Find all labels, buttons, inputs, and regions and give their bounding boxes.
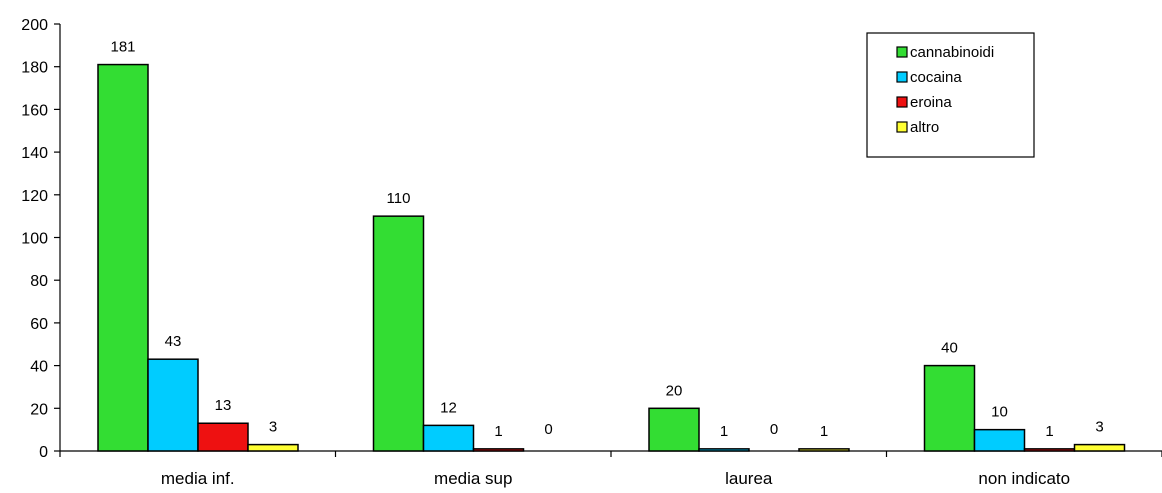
y-tick-label: 20	[30, 401, 48, 418]
bar-eroina	[1025, 449, 1075, 451]
category-label: media inf.	[161, 469, 235, 488]
data-label: 1	[820, 423, 828, 440]
y-tick-label: 80	[30, 273, 48, 290]
y-tick-label: 40	[30, 359, 48, 376]
bar-eroina	[198, 423, 248, 451]
category-label: media sup	[434, 469, 512, 488]
y-tick-label: 180	[21, 60, 48, 77]
y-tick-label: 160	[21, 102, 48, 119]
data-label: 110	[387, 190, 411, 207]
data-label: 43	[165, 333, 182, 350]
data-label: 1	[720, 423, 728, 440]
data-label: 1	[1045, 423, 1053, 440]
bar-cocaina	[975, 430, 1025, 451]
y-tick-label: 140	[21, 145, 48, 162]
data-label: 3	[269, 419, 277, 436]
data-label: 3	[1095, 419, 1103, 436]
y-tick-label: 200	[21, 17, 48, 34]
legend-label: altro	[910, 119, 939, 136]
data-label: 10	[991, 404, 1008, 421]
y-tick-label: 120	[21, 188, 48, 205]
bar-cocaina	[148, 359, 198, 451]
bar-altro	[1075, 445, 1125, 451]
category-label: non indicato	[978, 469, 1070, 488]
data-label: 1	[494, 423, 502, 440]
data-label: 12	[440, 399, 457, 416]
legend: cannabinoidi cocaina eroina altro	[867, 33, 1034, 157]
y-tick-label: 100	[21, 231, 48, 248]
category-label: laurea	[725, 469, 773, 488]
bar-cannabinoidi	[98, 65, 148, 451]
bar-cannabinoidi	[649, 408, 699, 451]
bar-altro	[248, 445, 298, 451]
legend-swatch	[897, 72, 907, 82]
bar-cannabinoidi	[925, 366, 975, 451]
legend-swatch	[897, 97, 907, 107]
legend-swatch	[897, 47, 907, 57]
bar-cannabinoidi	[374, 216, 424, 451]
data-label: 0	[770, 421, 778, 438]
y-tick-label: 0	[39, 444, 48, 461]
data-label: 13	[215, 397, 232, 414]
bar-altro	[799, 449, 849, 451]
y-tick-label: 60	[30, 316, 48, 333]
bar-cocaina	[699, 449, 749, 451]
data-label: 20	[666, 382, 683, 399]
legend-swatch	[897, 122, 907, 132]
legend-label: cocaina	[910, 69, 962, 86]
data-label: 0	[544, 421, 552, 438]
data-label: 40	[941, 340, 958, 357]
y-axis: 0 20 40 60 80 100 120 140 160 180 200	[21, 17, 60, 461]
legend-label: cannabinoidi	[910, 44, 994, 61]
data-label: 181	[110, 39, 135, 56]
bar-cocaina	[424, 425, 474, 451]
x-axis: media inf. media sup laurea non indicato	[60, 451, 1162, 488]
bar-eroina	[474, 449, 524, 451]
legend-label: eroina	[910, 94, 952, 111]
